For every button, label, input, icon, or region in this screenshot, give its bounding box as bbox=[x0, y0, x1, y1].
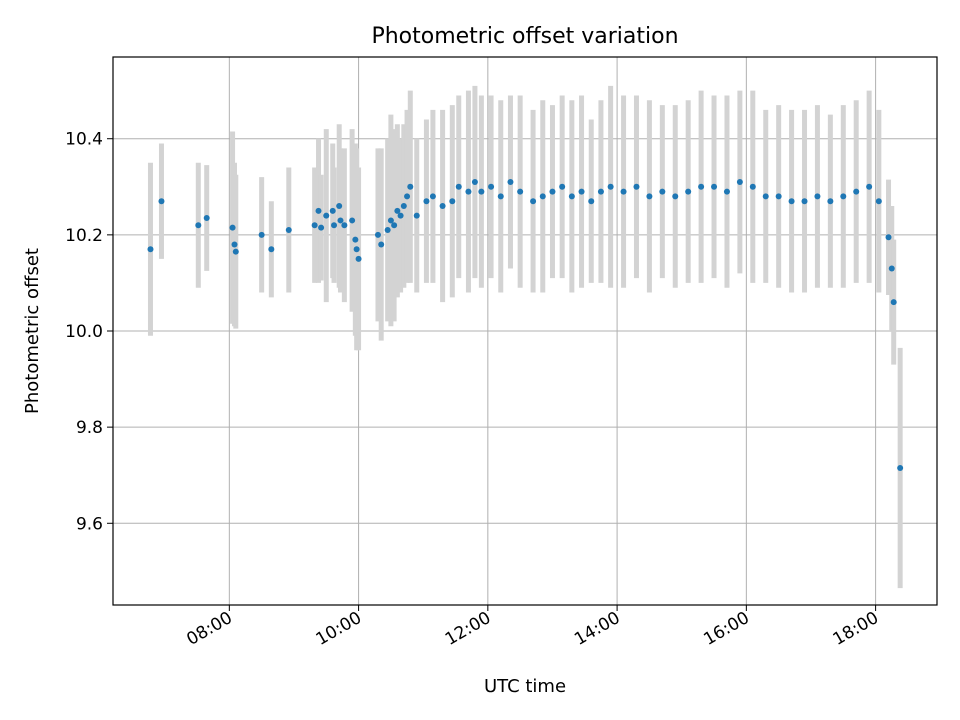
data-point bbox=[147, 246, 154, 253]
data-point bbox=[391, 222, 398, 229]
data-point bbox=[646, 193, 653, 200]
data-point bbox=[723, 188, 730, 195]
data-point bbox=[465, 188, 472, 195]
data-point bbox=[384, 227, 391, 234]
data-point bbox=[507, 178, 514, 185]
data-point bbox=[407, 183, 414, 190]
data-point bbox=[633, 183, 640, 190]
data-point bbox=[374, 231, 381, 238]
data-point bbox=[336, 203, 343, 210]
data-point bbox=[559, 183, 566, 190]
data-point bbox=[268, 246, 275, 253]
data-point bbox=[497, 193, 504, 200]
data-point bbox=[620, 188, 627, 195]
data-point bbox=[517, 188, 524, 195]
data-point bbox=[229, 224, 236, 231]
data-point bbox=[232, 248, 239, 255]
data-point bbox=[449, 198, 456, 205]
data-point bbox=[311, 222, 318, 229]
chart-title: Photometric offset variation bbox=[371, 24, 678, 49]
data-point bbox=[341, 222, 348, 229]
data-point bbox=[394, 207, 401, 214]
data-point bbox=[827, 198, 834, 205]
data-point bbox=[352, 236, 359, 243]
data-point bbox=[331, 222, 338, 229]
data-point bbox=[607, 183, 614, 190]
y-axis-ticks: 9.6 9.8 10.0 10.2 10.4 bbox=[65, 130, 113, 534]
data-points bbox=[147, 178, 904, 471]
data-point bbox=[329, 207, 336, 214]
data-point bbox=[478, 188, 485, 195]
data-point bbox=[875, 198, 882, 205]
data-point bbox=[588, 198, 595, 205]
data-point bbox=[455, 183, 462, 190]
data-point bbox=[698, 183, 705, 190]
data-point bbox=[488, 183, 495, 190]
grid bbox=[113, 57, 937, 605]
y-tick-label: 10.2 bbox=[65, 226, 103, 246]
data-point bbox=[439, 203, 446, 210]
y-tick-label: 10.0 bbox=[65, 322, 103, 342]
data-point bbox=[423, 198, 430, 205]
data-point bbox=[158, 198, 165, 205]
data-point bbox=[353, 246, 360, 253]
data-point bbox=[231, 241, 238, 248]
data-point bbox=[762, 193, 769, 200]
data-point bbox=[355, 255, 362, 262]
data-point bbox=[323, 212, 330, 219]
data-point bbox=[890, 299, 897, 306]
data-point bbox=[885, 234, 892, 241]
data-point bbox=[397, 212, 404, 219]
data-point bbox=[549, 188, 556, 195]
y-tick-label: 9.6 bbox=[76, 514, 103, 534]
data-point bbox=[404, 193, 411, 200]
data-point bbox=[788, 198, 795, 205]
data-point bbox=[749, 183, 756, 190]
data-point bbox=[539, 193, 546, 200]
data-point bbox=[814, 193, 821, 200]
data-point bbox=[685, 188, 692, 195]
data-point bbox=[711, 183, 718, 190]
data-point bbox=[315, 207, 322, 214]
data-point bbox=[318, 224, 325, 231]
data-point bbox=[568, 193, 575, 200]
x-axis-title: UTC time bbox=[484, 676, 566, 697]
data-point bbox=[736, 178, 743, 185]
data-point bbox=[378, 241, 385, 248]
data-point bbox=[866, 183, 873, 190]
data-point bbox=[285, 227, 292, 234]
data-point bbox=[471, 178, 478, 185]
data-point bbox=[387, 217, 394, 224]
data-point bbox=[659, 188, 666, 195]
data-point bbox=[672, 193, 679, 200]
data-point bbox=[349, 217, 356, 224]
data-point bbox=[578, 188, 585, 195]
data-point bbox=[429, 193, 436, 200]
data-point bbox=[853, 188, 860, 195]
data-point bbox=[203, 215, 210, 222]
data-point bbox=[597, 188, 604, 195]
data-point bbox=[888, 265, 895, 272]
data-point bbox=[258, 231, 265, 238]
data-point bbox=[801, 198, 808, 205]
data-point bbox=[400, 203, 407, 210]
data-point bbox=[337, 217, 344, 224]
y-tick-label: 10.4 bbox=[65, 130, 103, 150]
data-point bbox=[195, 222, 202, 229]
data-point bbox=[775, 193, 782, 200]
data-point bbox=[897, 465, 904, 471]
y-tick-label: 9.8 bbox=[76, 418, 103, 438]
y-axis-title: Photometric offset bbox=[22, 248, 43, 414]
data-point bbox=[840, 193, 847, 200]
data-point bbox=[413, 212, 420, 219]
data-point bbox=[530, 198, 537, 205]
